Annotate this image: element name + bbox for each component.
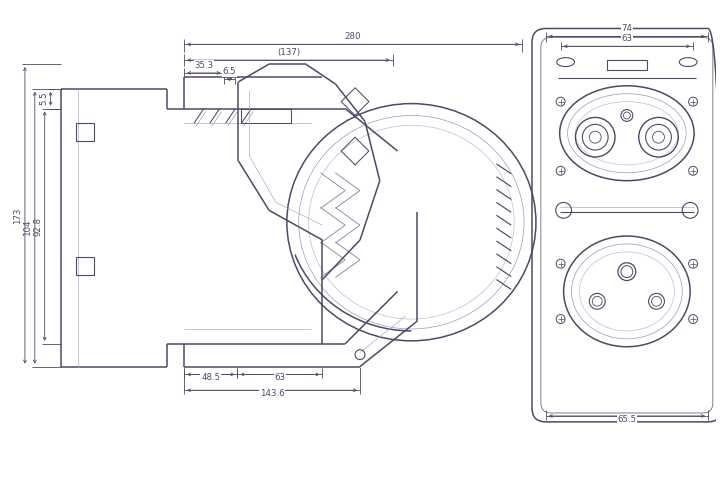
Text: 280: 280 (345, 32, 361, 41)
Text: 104: 104 (23, 219, 32, 236)
Text: 63: 63 (274, 373, 285, 383)
Text: 65.5: 65.5 (617, 415, 636, 424)
Text: 143.6: 143.6 (260, 389, 284, 398)
Text: 5.5: 5.5 (39, 92, 48, 106)
Text: 48.5: 48.5 (201, 373, 220, 383)
Bar (76, 257, 94, 275)
Text: 173: 173 (14, 207, 22, 224)
Text: 74: 74 (621, 24, 632, 34)
Text: 35.3: 35.3 (194, 61, 213, 70)
Text: (137): (137) (276, 48, 300, 57)
Bar (76, 123, 94, 141)
Text: 63: 63 (621, 34, 632, 43)
Bar (607, 60, 647, 70)
Bar (241, 108, 291, 123)
Text: 92.8: 92.8 (33, 216, 42, 236)
Text: 6.5: 6.5 (222, 67, 236, 76)
